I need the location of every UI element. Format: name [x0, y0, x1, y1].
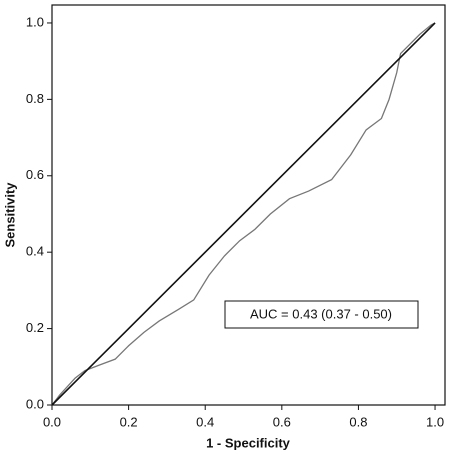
- y-tick-label: 0.0: [26, 396, 44, 411]
- x-tick-label: 0.8: [349, 414, 367, 429]
- y-tick-label: 0.6: [26, 167, 44, 182]
- y-axis-label: Sensitivity: [2, 182, 17, 248]
- y-tick-label: 0.2: [26, 320, 44, 335]
- x-tick-label: 0.2: [120, 414, 138, 429]
- y-tick-label: 1.0: [26, 14, 44, 29]
- y-tick-label: 0.4: [26, 244, 44, 259]
- y-tick-label: 0.8: [26, 91, 44, 106]
- series-line: [51, 22, 436, 406]
- x-tick-label: 0.4: [196, 414, 214, 429]
- series-line: [51, 22, 436, 406]
- x-tick-label: 1.0: [426, 414, 444, 429]
- x-axis-label: 1 - Specificity: [206, 435, 291, 450]
- x-tick-label: 0.6: [273, 414, 291, 429]
- annotation-box: [224, 300, 419, 329]
- annotation: AUC = 0.43 (0.37 - 0.50): [250, 306, 392, 321]
- plot-frame: [51, 4, 446, 406]
- x-tick-label: 0.0: [43, 414, 61, 429]
